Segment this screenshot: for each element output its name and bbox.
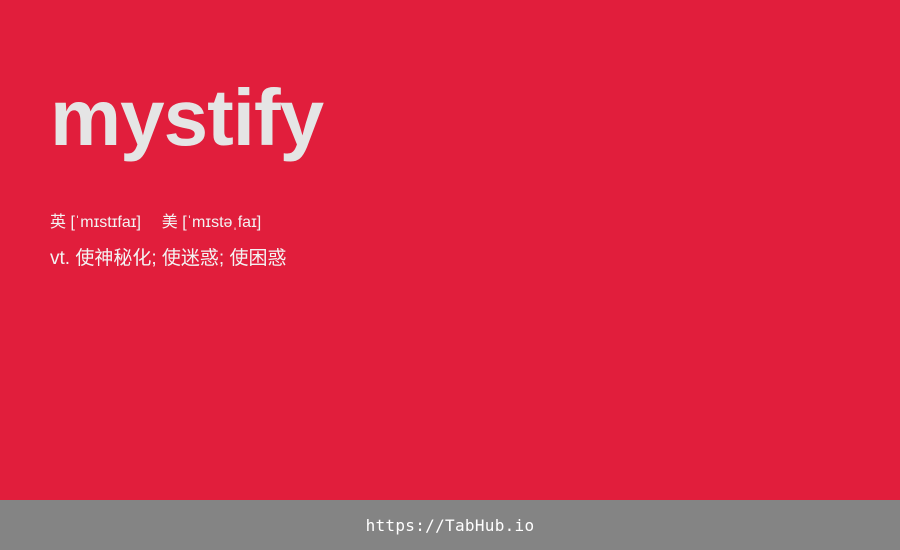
tabhub-link[interactable]: https://TabHub.io — [365, 515, 535, 535]
word-title: mystify — [50, 73, 324, 162]
us-pronunciation-label: 美 — [161, 214, 178, 231]
word-card: mystify 英 [ˈmɪstɪfaɪ] 美 [ˈmɪstəˌfaɪ] vt.… — [50, 73, 324, 269]
us-pronunciation-ipa: [ˈmɪstəˌfaɪ] — [182, 214, 262, 231]
phonetics-row: 英 [ˈmɪstɪfaɪ] 美 [ˈmɪstəˌfaɪ] — [50, 213, 261, 233]
word-definition: vt. 使神秘化; 使迷惑; 使困惑 — [50, 248, 287, 269]
footer-bar: https://TabHub.io — [0, 500, 900, 550]
uk-pronunciation-label: 英 — [50, 214, 67, 231]
uk-pronunciation-ipa: [ˈmɪstɪfaɪ] — [70, 214, 141, 231]
